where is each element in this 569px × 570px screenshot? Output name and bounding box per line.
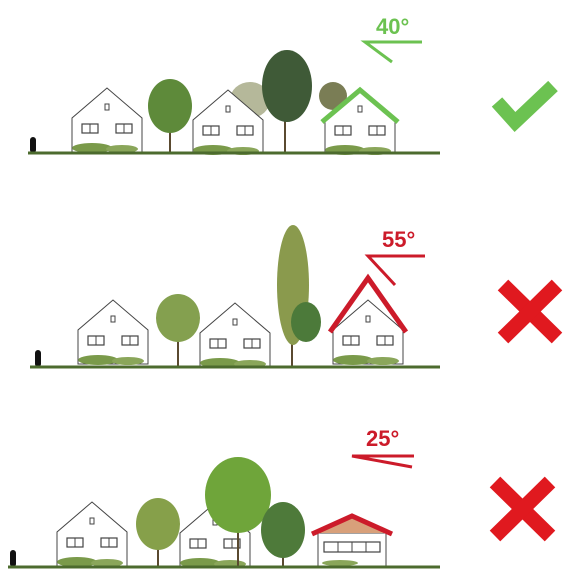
post (10, 550, 16, 567)
house (200, 303, 270, 368)
post (35, 350, 41, 367)
row-2: 55° (30, 225, 557, 368)
angle-label: 25° (366, 426, 399, 451)
check-mark (497, 86, 553, 122)
diagram: 40° 55° (0, 0, 569, 570)
row-3: 25° (8, 426, 550, 568)
post (30, 137, 36, 153)
house (57, 502, 127, 567)
house (72, 88, 142, 153)
tree (205, 457, 271, 533)
tree (261, 502, 305, 558)
angle-indicator (352, 456, 414, 467)
angle-indicator (368, 256, 425, 285)
tree (262, 50, 312, 122)
cross-mark (503, 285, 557, 338)
cross-mark (495, 482, 550, 536)
tree (148, 79, 192, 133)
angle-label: 40° (376, 14, 409, 39)
page: 40° 55° (0, 0, 569, 570)
house (78, 300, 148, 365)
low-house (312, 516, 392, 566)
row-1: 40° (28, 14, 553, 155)
angle-indicator (365, 42, 422, 62)
tree (291, 302, 321, 342)
tree (156, 294, 200, 342)
tree (136, 498, 180, 550)
angle-label: 55° (382, 227, 415, 252)
